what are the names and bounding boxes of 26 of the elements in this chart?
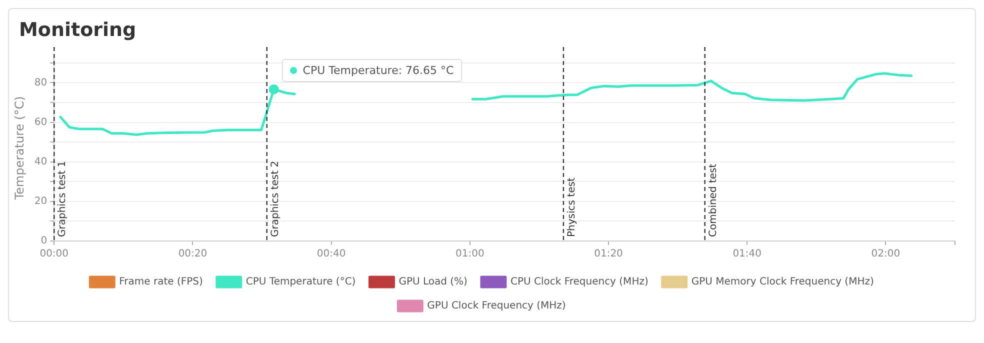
- legend-label: Frame rate (FPS): [119, 276, 203, 288]
- ref-line-label: Physics test: [566, 178, 578, 237]
- ref-line-label: Graphics test 1: [57, 160, 68, 237]
- chart-title: Monitoring: [18, 18, 138, 41]
- annotation: CPU Temperature: 76.65 °C: [302, 64, 454, 78]
- legend-label: GPU Memory Clock Frequency (MHz): [691, 276, 874, 288]
- ref-line-label: Graphics test 2: [270, 160, 281, 237]
- y-tick-label: 0: [40, 236, 48, 247]
- y-tick-label: 80: [34, 77, 48, 88]
- y-tick-label: 40: [34, 156, 48, 168]
- x-tick-label: 01:40: [732, 248, 762, 260]
- legend-label: CPU Clock Frequency (MHz): [510, 276, 648, 288]
- y-tick-label: 20: [34, 196, 48, 208]
- legend-label: GPU Clock Frequency (MHz): [427, 300, 566, 312]
- legend-label: GPU Load (%): [398, 276, 468, 288]
- x-tick-label: 00:20: [178, 248, 208, 260]
- legend-label: CPU Temperature (°C): [246, 276, 356, 288]
- ref-line-label: Combined test: [708, 164, 719, 237]
- x-tick-label: 01:00: [456, 248, 484, 260]
- x-tick-label: 01:20: [594, 248, 623, 260]
- x-tick-label: 00:40: [316, 248, 346, 260]
- x-tick-label: 02:00: [871, 248, 900, 260]
- y-axis-title: Temperature (°C): [12, 96, 26, 201]
- y-tick-label: 60: [34, 116, 48, 128]
- tooltip-box: CPU Temperature: 76.65 °C: [282, 59, 462, 82]
- x-tick-label: 00:00: [40, 248, 69, 260]
